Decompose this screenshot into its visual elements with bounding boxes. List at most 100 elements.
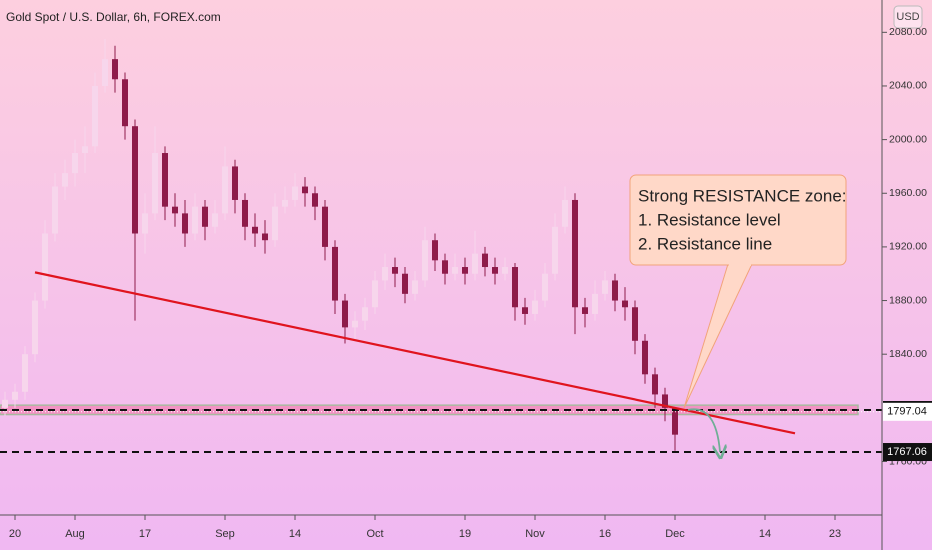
- candle-body: [222, 166, 228, 214]
- candle-body: [422, 240, 428, 281]
- y-tick-label: 2040.00: [889, 80, 927, 92]
- candle-body: [382, 267, 388, 281]
- candle-body: [482, 253, 488, 268]
- y-tick-label: 1840.00: [889, 348, 927, 360]
- price-label: 1767.06: [887, 446, 927, 458]
- candle-body: [172, 206, 178, 214]
- x-tick-label: Nov: [525, 528, 545, 540]
- candle-body: [602, 280, 608, 294]
- y-tick-label: 2080.00: [889, 26, 927, 38]
- candle-body: [552, 226, 558, 274]
- callout-line: 2. Resistance line: [638, 234, 772, 253]
- candle-body: [12, 391, 18, 400]
- currency-button[interactable]: [893, 5, 923, 29]
- x-tick-label: 20: [9, 528, 21, 540]
- x-tick-label: Dec: [665, 528, 685, 540]
- candle-body: [22, 354, 28, 392]
- candle-body: [42, 233, 48, 301]
- y-tick-label: 1880.00: [889, 294, 927, 306]
- candle-body: [92, 85, 98, 147]
- candle-body: [362, 307, 368, 321]
- currency-label[interactable]: USD: [896, 11, 919, 23]
- candle-body: [492, 267, 498, 274]
- candle-body: [32, 300, 38, 355]
- candle-body: [562, 199, 568, 227]
- candle-body: [232, 166, 238, 200]
- x-tick-label: Aug: [65, 528, 85, 540]
- candle-body: [252, 226, 258, 234]
- candle-body: [402, 273, 408, 294]
- candle-body: [212, 213, 218, 227]
- candle-body: [52, 186, 58, 234]
- candle-body: [432, 240, 438, 261]
- candle-body: [102, 59, 108, 86]
- x-tick-label: 19: [459, 528, 471, 540]
- candle-body: [152, 153, 158, 214]
- resistance-zone: [0, 404, 859, 416]
- x-tick-label: 14: [759, 528, 771, 540]
- candle-body: [72, 153, 78, 174]
- candle-body: [2, 399, 8, 408]
- x-tick-label: Sep: [215, 528, 235, 540]
- candle-body: [442, 260, 448, 274]
- candle-body: [162, 153, 168, 207]
- price-label-box: [883, 402, 932, 421]
- y-tick-label: 2000.00: [889, 133, 927, 145]
- candle-body: [82, 146, 88, 154]
- candle-body: [452, 267, 458, 274]
- candle-body: [622, 300, 628, 308]
- candle-body: [642, 340, 648, 375]
- candle-body: [652, 374, 658, 395]
- projection-arrow: [687, 408, 720, 452]
- x-tick-label: Oct: [366, 528, 383, 540]
- candle-body: [662, 394, 668, 408]
- candle-body: [462, 267, 468, 274]
- candle-body: [242, 199, 248, 227]
- candle-body: [392, 267, 398, 274]
- x-tick-label: 14: [289, 528, 301, 540]
- callout-joint: [729, 262, 751, 266]
- candle-body: [512, 267, 518, 308]
- candle-body: [262, 233, 268, 241]
- candle-body: [612, 280, 618, 301]
- callout-line: Strong RESISTANCE zone:: [638, 186, 847, 205]
- candle-body: [182, 213, 188, 234]
- trendline: [34, 271, 796, 435]
- candle-body: [282, 199, 288, 207]
- candle-body: [342, 300, 348, 328]
- candle-body: [62, 173, 68, 187]
- candle-body: [502, 267, 508, 274]
- callout: Strong RESISTANCE zone: 1. Resistance lev…: [629, 174, 847, 409]
- candle-body: [322, 206, 328, 247]
- candle-body: [522, 307, 528, 314]
- candle-body: [132, 126, 138, 234]
- x-tick-label: 17: [139, 528, 151, 540]
- candle-body: [592, 293, 598, 314]
- candle-body: [372, 280, 378, 308]
- price-label-box: [883, 443, 932, 462]
- candle-body: [472, 253, 478, 274]
- candle-body: [122, 79, 128, 127]
- candle-body: [532, 300, 538, 314]
- y-tick-label: 1960.00: [889, 187, 927, 199]
- candle-body: [302, 186, 308, 194]
- candle-body: [332, 246, 338, 301]
- candle-body: [142, 213, 148, 234]
- callout-line: 1. Resistance level: [638, 210, 781, 229]
- candle-body: [412, 280, 418, 294]
- candle-body: [572, 199, 578, 308]
- price-label: 1797.04: [887, 406, 927, 418]
- x-tick-label: 23: [829, 528, 841, 540]
- candle-body: [352, 320, 358, 328]
- candle-body: [542, 273, 548, 301]
- candle-body: [672, 407, 678, 435]
- chart-title: Gold Spot / U.S. Dollar, 6h, FOREX.com: [6, 10, 221, 24]
- candle-body: [202, 206, 208, 227]
- candle-body: [632, 307, 638, 341]
- candle-body: [312, 193, 318, 207]
- candle-body: [192, 206, 198, 234]
- x-tick-label: 16: [599, 528, 611, 540]
